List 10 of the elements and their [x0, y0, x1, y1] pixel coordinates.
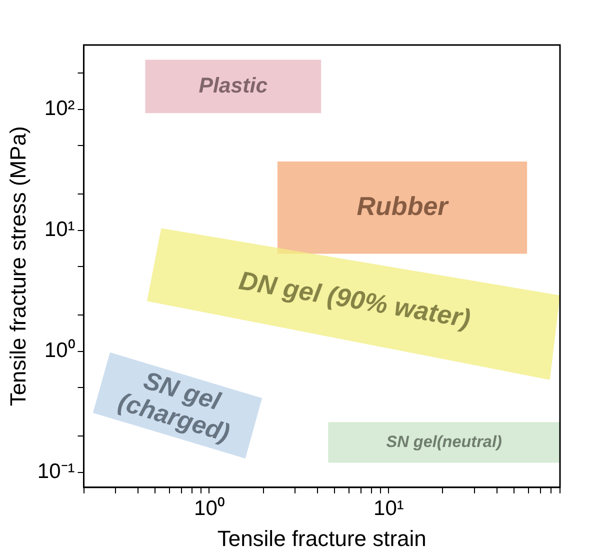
y-axis-title: Tensile fracture stress (MPa) — [5, 126, 30, 406]
y-tick-label: 10⁰ — [44, 339, 75, 362]
y-tick-label: 10¹ — [44, 218, 75, 242]
series-label: Plastic — [198, 73, 268, 98]
y-tick-label: 10⁻¹ — [37, 460, 75, 484]
series-label: DN gel (90% water) — [236, 265, 473, 334]
series-label: SN gel(neutral) — [386, 432, 502, 451]
x-axis-title: Tensile fracture strain — [217, 526, 426, 551]
y-tick-label: 10² — [44, 97, 75, 120]
series-label: Rubber — [356, 190, 450, 221]
